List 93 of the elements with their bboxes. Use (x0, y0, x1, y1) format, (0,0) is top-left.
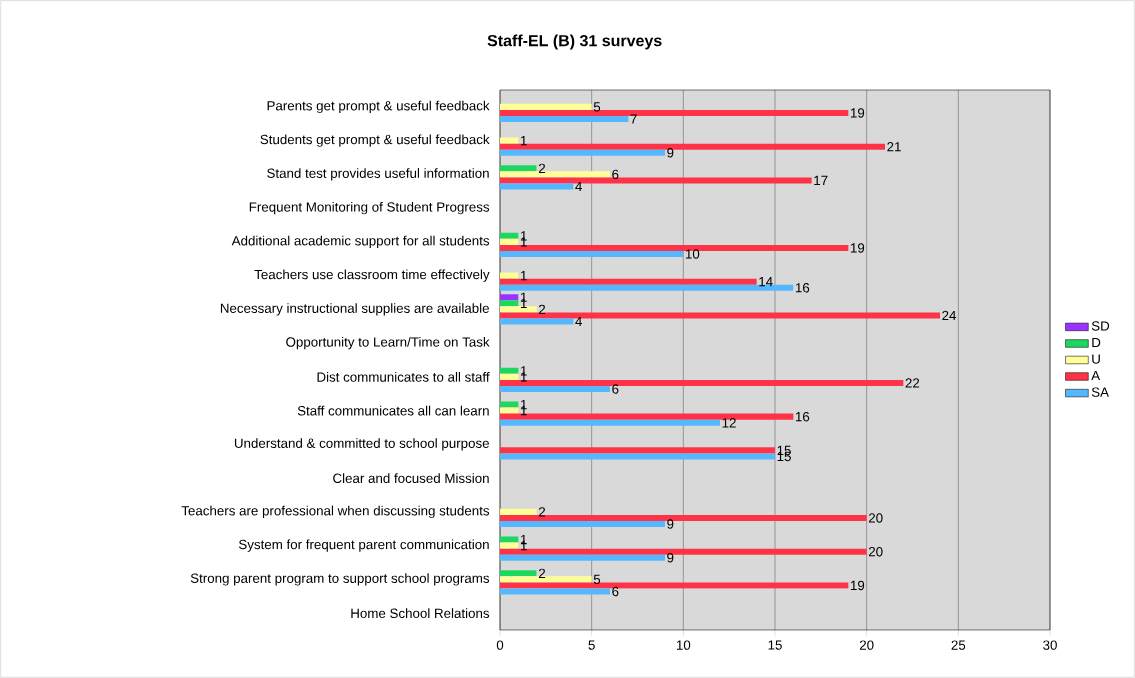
y-tick-label: Staff communicates all can learn (297, 405, 489, 416)
data-label: 2 (538, 568, 546, 578)
bar (500, 401, 519, 408)
bar (500, 542, 519, 549)
legend-label: SA (1091, 387, 1109, 397)
y-tick-label: Additional academic support for all students (231, 235, 490, 249)
legend-label: SD (1091, 321, 1110, 331)
data-label: 5 (593, 102, 601, 112)
bar (500, 536, 519, 543)
bar (500, 272, 519, 279)
y-tick-label: Dist communicates to all staff (317, 371, 490, 382)
bar (500, 570, 537, 577)
legend-label: A (1091, 370, 1101, 381)
data-label: 12 (722, 418, 736, 428)
bar (500, 137, 519, 144)
data-label: 20 (868, 546, 883, 557)
data-label: 6 (612, 586, 619, 597)
bar (500, 385, 610, 393)
data-label: 6 (612, 384, 619, 394)
bar (500, 318, 574, 325)
y-tick-label: Opportunity to Learn/Time on Task (286, 336, 490, 350)
y-tick-label: Understand & committed to school purpose (234, 438, 489, 451)
bar (500, 367, 519, 374)
data-label: 21 (887, 142, 901, 152)
bar (500, 165, 537, 172)
data-label: 24 (942, 310, 957, 321)
bar (500, 294, 519, 301)
bar (500, 554, 665, 561)
bar (500, 171, 610, 178)
legend-label: D (1092, 337, 1101, 348)
data-label: 19 (850, 108, 865, 118)
x-tick-label: 15 (768, 640, 782, 650)
legend-label: U (1092, 354, 1100, 364)
bar (500, 520, 665, 528)
data-label: 1 (520, 271, 527, 281)
bar (500, 447, 775, 454)
x-tick-label: 25 (951, 640, 966, 650)
y-tick-label: System for frequent parent communication (238, 539, 489, 552)
bar (500, 149, 665, 156)
y-tick-label: Students get prompt & useful feedback (260, 134, 490, 147)
data-label: 17 (814, 175, 828, 186)
data-label: 19 (850, 580, 865, 591)
bar (500, 183, 574, 190)
data-label: 7 (630, 114, 637, 124)
bar (500, 177, 812, 184)
chart-title: Staff-EL (B) 31 surveys (487, 34, 662, 50)
bar (500, 576, 592, 583)
data-label: 9 (667, 553, 674, 563)
bar (500, 407, 519, 414)
y-tick-label: Necessary instructional supplies are available (220, 303, 489, 316)
data-label: 16 (795, 283, 810, 293)
y-tick-label: Frequent Monitoring of Student Progress (249, 201, 490, 215)
bar (500, 300, 519, 307)
bar (500, 103, 592, 110)
bar (500, 115, 629, 123)
data-label: 5 (593, 574, 601, 585)
data-label: 1 (520, 136, 527, 146)
data-label: 16 (795, 411, 810, 422)
data-label: 9 (667, 148, 674, 158)
y-tick-label: Stand test provides useful information (267, 168, 489, 181)
data-label: 2 (538, 163, 546, 173)
bar (500, 312, 940, 319)
x-tick-label: 10 (676, 640, 691, 650)
x-tick-label: 5 (588, 640, 595, 650)
x-tick-label: 30 (1043, 640, 1057, 650)
y-tick-label: Home School Relations (351, 608, 490, 619)
bar (500, 238, 519, 245)
data-label: 2 (538, 507, 546, 517)
bar (500, 588, 610, 595)
y-tick-label: Parents get prompt & useful feedback (267, 100, 490, 114)
bar (500, 232, 519, 239)
data-label: 20 (868, 513, 883, 523)
data-label: 10 (685, 249, 700, 259)
x-tick-label: 0 (496, 640, 504, 650)
x-tick-label: 20 (859, 640, 874, 650)
y-tick-label: Strong parent program to support school programs (190, 573, 490, 586)
bar (500, 419, 720, 426)
y-tick-label: Clear and focused Mission (333, 473, 489, 484)
data-label: 22 (905, 378, 920, 388)
data-label: 2 (538, 304, 546, 315)
bar (500, 508, 537, 515)
data-label: 6 (612, 169, 619, 180)
data-label: 4 (575, 316, 582, 327)
bar (500, 373, 519, 380)
data-label: 4 (575, 181, 582, 192)
y-tick-label: Teachers use classroom time effectively (254, 269, 490, 282)
bar (500, 250, 684, 258)
data-label: 9 (667, 519, 674, 529)
data-label: 19 (850, 243, 865, 253)
bar (500, 453, 775, 460)
y-tick-label: Teachers are professional when discussing students (181, 505, 490, 519)
bar (500, 306, 537, 313)
data-label: 14 (759, 277, 773, 287)
